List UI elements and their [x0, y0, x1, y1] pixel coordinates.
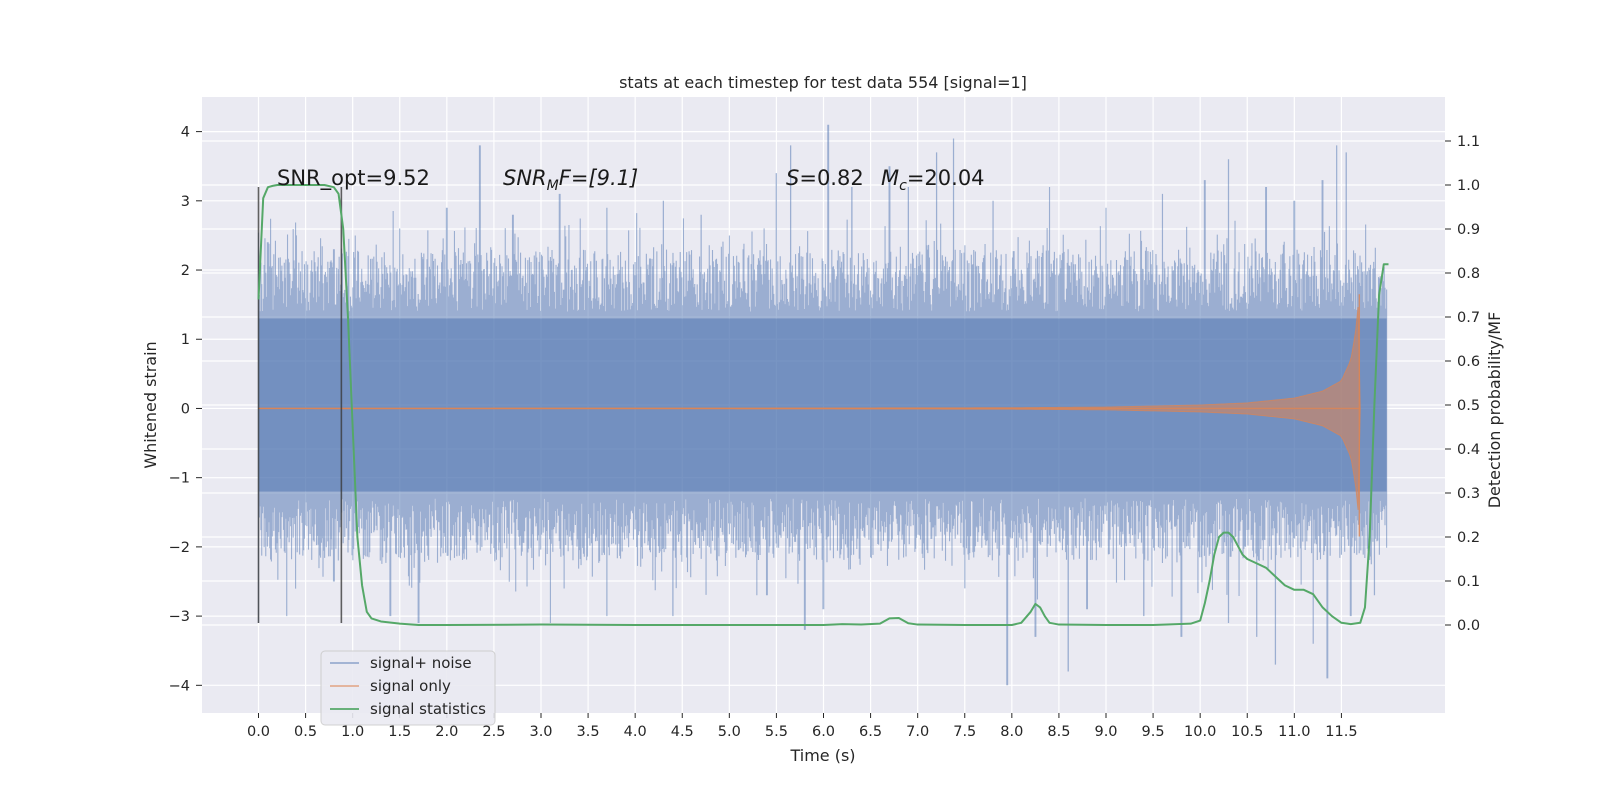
x-tick-label-8-0: 8.0 [1000, 724, 1023, 740]
y-right-tick-label-1-0: 1.0 [1457, 178, 1480, 194]
x-tick-label-9-5: 9.5 [1142, 724, 1165, 740]
x-tick-label-10-5: 10.5 [1231, 724, 1263, 740]
y-left-tick-label-1: 1 [181, 332, 190, 348]
snr-mf-base: SNR [503, 166, 547, 190]
x-tick-label-7-0: 7.0 [906, 724, 929, 740]
x-axis-label: Time (s) [789, 746, 855, 765]
y-right-tick-label-0-2: 0.2 [1457, 530, 1480, 546]
y-ticks-right: 0.0 0.1 0.2 0.3 0.4 0.5 0.6 0.7 0.8 0.9 1.0 1.1 [1445, 134, 1480, 634]
y-left-tick-label-0: 0 [181, 401, 190, 417]
legend: signal+ noise signal only signal statist… [320, 650, 496, 726]
x-tick-label-11-5: 11.5 [1325, 724, 1357, 740]
x-tick-label-0-0: 0.0 [247, 724, 270, 740]
x-tick-label-1-0: 1.0 [341, 724, 364, 740]
x-tick-label-10-0: 10.0 [1184, 724, 1216, 740]
x-tick-label-3-0: 3.0 [529, 724, 552, 740]
s-rest: =0.82 [799, 166, 863, 190]
x-tick-label-4-5: 4.5 [671, 724, 694, 740]
y-right-tick-label-0-8: 0.8 [1457, 266, 1480, 282]
stats-line [257, 184, 1389, 626]
y-left-tick-label--2: −2 [169, 540, 190, 556]
y-left-tick-label--4: −4 [169, 678, 190, 694]
y-left-tick-label-3: 3 [181, 194, 190, 210]
y-right-tick-label-0-9: 0.9 [1457, 222, 1480, 238]
y-left-tick-label-4: 4 [181, 125, 190, 141]
legend-label-signal-only: signal only [370, 677, 451, 695]
y-left-tick-label--3: −3 [169, 609, 190, 625]
y-right-tick-label-0-3: 0.3 [1457, 486, 1480, 502]
s-base: S [786, 166, 799, 190]
series-signal-statistics [257, 184, 1389, 626]
x-tick-label-5-0: 5.0 [718, 724, 741, 740]
x-tick-label-1-5: 1.5 [388, 724, 411, 740]
x-tick-label-3-5: 3.5 [577, 724, 600, 740]
y-axis-label-right: Detection probability/MF [1485, 312, 1504, 509]
snr-mf-sub: M [547, 178, 559, 194]
x-tick-label-2-5: 2.5 [482, 724, 505, 740]
x-tick-label-7-5: 7.5 [953, 724, 976, 740]
x-tick-label-0-5: 0.5 [294, 724, 317, 740]
x-tick-label-8-5: 8.5 [1047, 724, 1070, 740]
y-left-tick-label-2: 2 [181, 263, 190, 279]
legend-label-signal-statistics: signal statistics [370, 700, 486, 718]
x-tick-label-5-5: 5.5 [765, 724, 788, 740]
mc-base: M [881, 166, 899, 190]
y-axis-label-left: Whitened strain [141, 341, 160, 468]
legend-label-signal-plus-noise: signal+ noise [370, 654, 472, 672]
annotation-s: S=0.82 [786, 166, 864, 190]
y-right-tick-label-0-5: 0.5 [1457, 398, 1480, 414]
y-left-tick-label--1: −1 [169, 471, 190, 487]
y-right-tick-label-1-1: 1.1 [1457, 134, 1480, 150]
legend-box [320, 650, 496, 726]
annotation-snr-opt: SNR_opt=9.52 [277, 166, 430, 191]
x-ticks: 0.0 0.5 1.0 1.5 2.0 2.5 3.0 3.5 4.0 4.5 5.0 5.5 6.0 6… [247, 713, 1358, 740]
x-tick-label-6-5: 6.5 [859, 724, 882, 740]
chart-title: stats at each timestep for test data 554… [619, 73, 1027, 92]
y-right-tick-label-0-4: 0.4 [1457, 442, 1480, 458]
x-tick-label-4-0: 4.0 [624, 724, 647, 740]
series-signal-only [258, 294, 1361, 537]
x-tick-label-6-0: 6.0 [812, 724, 835, 740]
snr-mf-rest-f: F=[9.1] [559, 166, 638, 190]
y-right-tick-label-0-6: 0.6 [1457, 354, 1480, 370]
x-tick-label-2-0: 2.0 [435, 724, 458, 740]
y-right-tick-label-0-0: 0.0 [1457, 618, 1480, 634]
y-right-tick-label-0-7: 0.7 [1457, 310, 1480, 326]
y-right-tick-label-0-1: 0.1 [1457, 574, 1480, 590]
annotation-snr-mf: SNRMF=[9.1] [503, 166, 638, 194]
mc-sub: c [899, 178, 907, 194]
mc-rest: =20.04 [907, 166, 985, 190]
x-tick-label-9-0: 9.0 [1094, 724, 1117, 740]
vertical-markers [257, 186, 343, 624]
annotation-mc: Mc=20.04 [881, 166, 985, 194]
y-ticks-left: −4 −3 −2 −1 0 1 2 3 4 [169, 125, 202, 694]
x-tick-label-11-0: 11.0 [1278, 724, 1310, 740]
